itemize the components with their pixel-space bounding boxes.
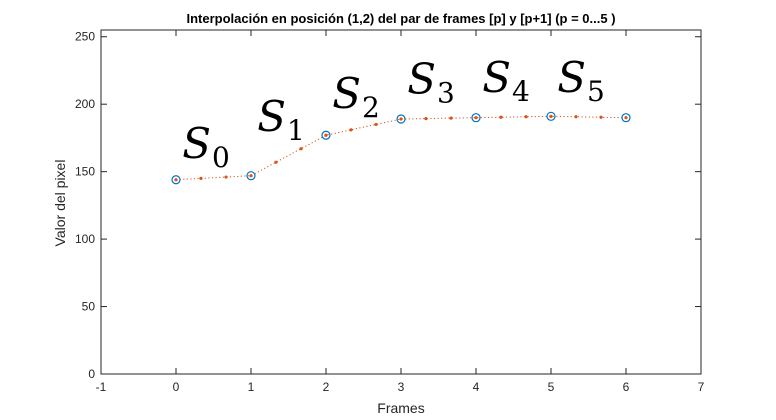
x-tick-label: -1 <box>96 380 107 394</box>
sample-point <box>321 130 331 140</box>
interpolated-point <box>449 116 453 120</box>
chart-title: Interpolación en posición (1,2) del par … <box>186 11 615 26</box>
interpolated-point <box>374 122 378 127</box>
x-tick-label: 3 <box>398 380 405 394</box>
x-tick-label: 0 <box>173 380 180 394</box>
x-tick-label: 2 <box>323 380 330 394</box>
interpolated-point <box>549 114 553 118</box>
interpolated-point <box>524 115 528 119</box>
interpolated-point <box>574 115 578 119</box>
frame-annotation: S0 <box>182 119 230 174</box>
y-tick-label: 250 <box>75 30 95 44</box>
sample-point <box>546 111 556 121</box>
y-tick-label: 100 <box>75 232 95 246</box>
interpolated-point <box>324 133 328 137</box>
interpolated-point <box>399 117 403 121</box>
y-tick-label: 0 <box>88 367 95 381</box>
y-tick-label: 50 <box>82 300 96 314</box>
interpolated-point <box>474 116 478 120</box>
annotation-layer: S0 S1 S2 S3 S4 S5 <box>182 53 605 174</box>
interpolated-point <box>349 128 353 132</box>
interpolated-point <box>249 174 253 178</box>
interpolated-point <box>424 117 428 121</box>
plot-area <box>101 30 701 374</box>
x-axis-label: Frames <box>377 400 424 416</box>
y-tick-label: 150 <box>75 165 95 179</box>
interpolated-point <box>499 115 503 119</box>
sample-point <box>621 113 631 123</box>
frame-annotation: S5 <box>557 53 605 108</box>
sample-point <box>246 171 256 181</box>
interpolated-point <box>199 176 203 180</box>
frame-annotation: S1 <box>257 92 305 147</box>
x-tick-label: 7 <box>698 380 705 394</box>
frame-annotation: S2 <box>332 69 380 124</box>
interpolated-point <box>299 147 303 151</box>
interpolated-point <box>224 175 228 179</box>
frame-annotation: S3 <box>407 54 455 109</box>
interpolated-point <box>174 178 178 182</box>
x-tick-label: 4 <box>473 380 480 394</box>
series-layer <box>171 111 631 185</box>
frame-annotation: S4 <box>482 53 530 108</box>
sample-point <box>471 113 481 123</box>
x-tick-label: 5 <box>548 380 555 394</box>
sample-point <box>171 175 181 185</box>
interpolated-point <box>599 115 603 119</box>
sample-point <box>396 114 406 124</box>
x-tick-label: 6 <box>623 380 630 394</box>
interpolated-point <box>624 116 628 120</box>
y-tick-label: 200 <box>75 97 95 111</box>
interpolated-point <box>274 160 278 164</box>
y-axis-label: Valor del pixel <box>52 160 68 247</box>
x-tick-label: 1 <box>248 380 255 394</box>
